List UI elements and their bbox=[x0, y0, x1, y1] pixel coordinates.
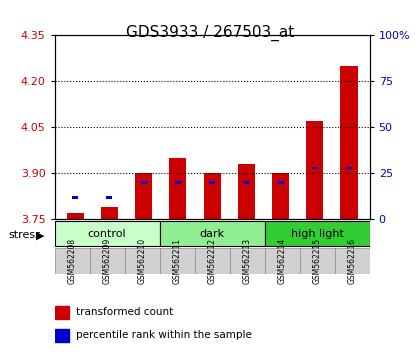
Bar bbox=[169, 158, 186, 219]
Bar bbox=[55, 329, 69, 342]
Bar bbox=[209, 182, 215, 184]
FancyBboxPatch shape bbox=[89, 248, 125, 274]
Text: GSM562209: GSM562209 bbox=[102, 238, 112, 284]
FancyBboxPatch shape bbox=[160, 221, 265, 246]
Bar bbox=[341, 66, 357, 219]
Bar bbox=[243, 182, 249, 184]
FancyBboxPatch shape bbox=[194, 248, 230, 274]
Text: GSM562213: GSM562213 bbox=[243, 238, 252, 284]
FancyBboxPatch shape bbox=[125, 248, 160, 274]
Bar bbox=[278, 182, 284, 184]
Text: GSM562216: GSM562216 bbox=[348, 238, 357, 284]
FancyBboxPatch shape bbox=[335, 248, 370, 274]
Bar bbox=[141, 182, 147, 184]
Text: GDS3933 / 267503_at: GDS3933 / 267503_at bbox=[126, 25, 294, 41]
FancyBboxPatch shape bbox=[299, 248, 335, 274]
Text: stress: stress bbox=[8, 230, 41, 240]
Text: GSM562208: GSM562208 bbox=[68, 238, 76, 284]
Text: GSM562215: GSM562215 bbox=[312, 238, 322, 284]
Bar bbox=[72, 196, 78, 199]
Text: dark: dark bbox=[200, 229, 225, 239]
Text: transformed count: transformed count bbox=[76, 307, 173, 318]
Text: control: control bbox=[88, 229, 126, 239]
FancyBboxPatch shape bbox=[230, 248, 265, 274]
Bar bbox=[55, 306, 69, 319]
FancyBboxPatch shape bbox=[160, 248, 194, 274]
Bar bbox=[67, 213, 84, 219]
Text: GSM562214: GSM562214 bbox=[278, 238, 286, 284]
Text: GSM562212: GSM562212 bbox=[207, 238, 217, 284]
Bar bbox=[312, 167, 318, 169]
Bar bbox=[101, 207, 118, 219]
Text: percentile rank within the sample: percentile rank within the sample bbox=[76, 330, 252, 341]
Bar bbox=[238, 164, 255, 219]
Bar bbox=[204, 173, 220, 219]
Text: ▶: ▶ bbox=[36, 230, 44, 240]
FancyBboxPatch shape bbox=[55, 221, 160, 246]
FancyBboxPatch shape bbox=[55, 248, 89, 274]
FancyBboxPatch shape bbox=[265, 221, 370, 246]
Text: GSM562211: GSM562211 bbox=[173, 238, 181, 284]
FancyBboxPatch shape bbox=[265, 248, 299, 274]
Bar bbox=[135, 173, 152, 219]
Bar bbox=[272, 173, 289, 219]
Bar bbox=[106, 196, 113, 199]
Text: high light: high light bbox=[291, 229, 344, 239]
Bar bbox=[346, 167, 352, 169]
Bar bbox=[306, 121, 323, 219]
Text: GSM562210: GSM562210 bbox=[138, 238, 147, 284]
Bar bbox=[175, 182, 181, 184]
